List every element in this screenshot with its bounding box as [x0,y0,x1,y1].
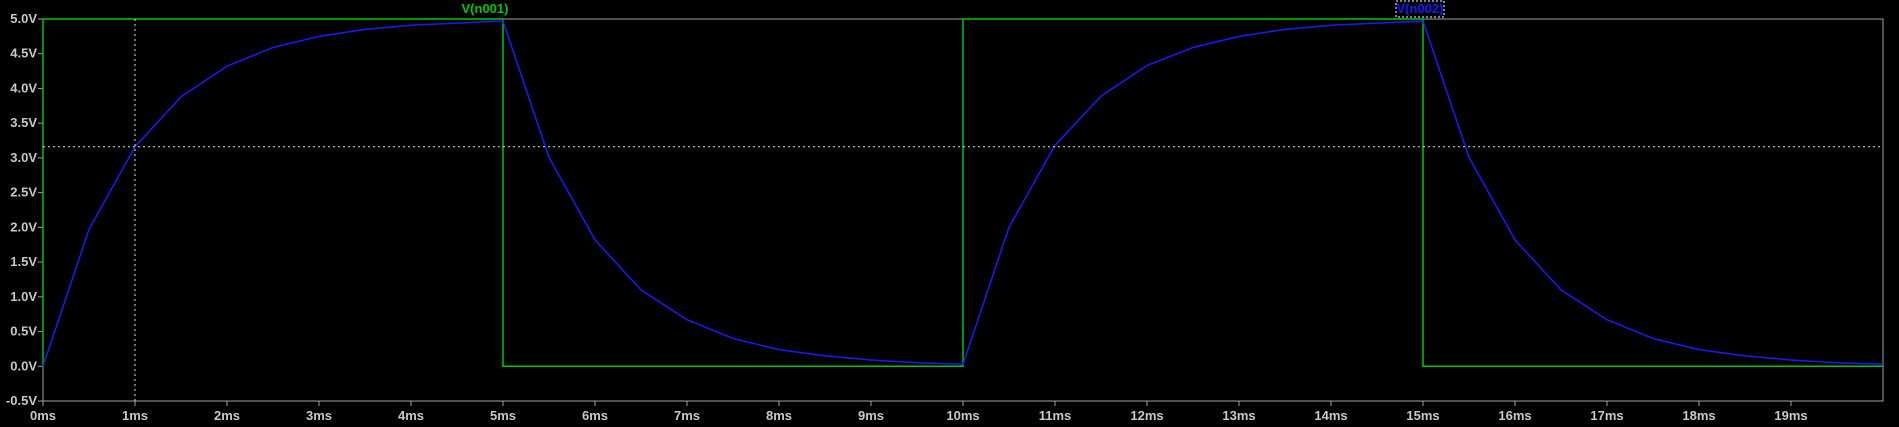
y-tick-label: 0.5V [10,324,37,339]
series-line-1 [42,18,1883,368]
trace-label-v-n001[interactable]: V(n001) [462,1,509,16]
y-tick-label: 1.0V [10,289,37,304]
x-tick-label: 16ms [1498,408,1531,423]
x-tick-label: 12ms [1130,408,1163,423]
y-tick-label: 4.0V [10,80,37,95]
y-tick-label: 0.0V [10,358,37,373]
trace-label-selection-box [1395,0,1445,18]
x-tick-label: 19ms [1774,408,1807,423]
x-tick-label: 10ms [946,408,979,423]
y-tick-label: 1.5V [10,254,37,269]
y-tick-label: 2.0V [10,219,37,234]
x-tick-label: 13ms [1222,408,1255,423]
x-tick-label: 0ms [30,408,56,423]
x-tick-label: 5ms [490,408,516,423]
trace-label-v-n002[interactable]: V(n002) [1397,1,1444,16]
x-tick-label: 4ms [398,408,424,423]
x-tick-label: 14ms [1314,408,1347,423]
x-tick-label: 3ms [306,408,332,423]
x-tick-label: 2ms [214,408,240,423]
x-tick-label: 15ms [1406,408,1439,423]
x-tick-label: 17ms [1590,408,1623,423]
x-tick-label: 11ms [1039,408,1072,423]
x-tick-label: 7ms [674,408,700,423]
x-tick-label: 8ms [766,408,792,423]
y-tick-label: 3.5V [10,115,37,130]
y-tick-label: 4.5V [10,46,37,61]
y-tick-label: 5.0V [10,11,37,26]
y-tick-label: 2.5V [10,185,37,200]
x-tick-label: 6ms [582,408,608,423]
x-tick-label: 1ms [122,408,148,423]
y-tick-label: -0.5V [6,393,37,408]
series-line-2 [42,20,1884,367]
x-tick-label: 9ms [858,408,884,423]
x-tick-label: 18ms [1682,408,1715,423]
y-tick-label: 3.0V [10,150,37,165]
